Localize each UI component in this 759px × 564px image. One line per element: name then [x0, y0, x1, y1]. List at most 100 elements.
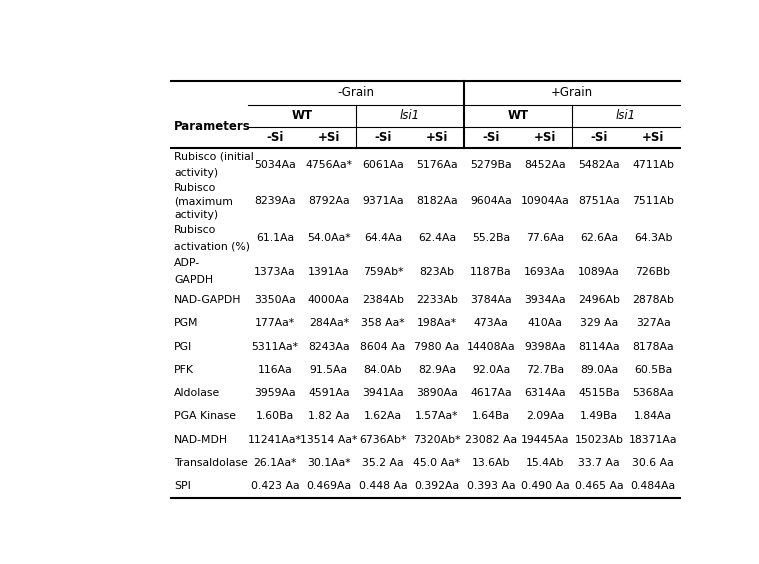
Text: NAD-MDH: NAD-MDH: [175, 434, 228, 444]
Text: +Si: +Si: [534, 131, 556, 144]
Text: 9371Aa: 9371Aa: [362, 196, 404, 206]
Text: PGA Kinase: PGA Kinase: [175, 411, 236, 421]
Text: 2.09Aa: 2.09Aa: [526, 411, 564, 421]
Text: 84.0Ab: 84.0Ab: [364, 365, 402, 375]
Text: 5368Aa: 5368Aa: [632, 388, 674, 398]
Text: 30.6 Aa: 30.6 Aa: [632, 458, 674, 468]
Text: WT: WT: [291, 109, 313, 122]
Text: -Si: -Si: [482, 131, 499, 144]
Text: PGI: PGI: [175, 342, 193, 351]
Text: 1391Aa: 1391Aa: [308, 267, 350, 277]
Text: 5279Ba: 5279Ba: [470, 160, 512, 170]
Text: 1.49Ba: 1.49Ba: [580, 411, 618, 421]
Text: 60.5Ba: 60.5Ba: [634, 365, 672, 375]
Text: 9398Aa: 9398Aa: [524, 342, 566, 351]
Text: +Grain: +Grain: [551, 86, 593, 99]
Text: 54.0Aa*: 54.0Aa*: [307, 233, 351, 243]
Text: 1.82 Aa: 1.82 Aa: [308, 411, 350, 421]
Text: 15023Ab: 15023Ab: [575, 434, 624, 444]
Text: PFK: PFK: [175, 365, 194, 375]
Text: Transaldolase: Transaldolase: [175, 458, 248, 468]
Text: 23082 Aa: 23082 Aa: [465, 434, 517, 444]
Text: 759Ab*: 759Ab*: [363, 267, 403, 277]
Text: 30.1Aa*: 30.1Aa*: [307, 458, 351, 468]
Text: NAD-GAPDH: NAD-GAPDH: [175, 295, 242, 305]
Text: 15.4Ab: 15.4Ab: [526, 458, 564, 468]
Text: 26.1Aa*: 26.1Aa*: [253, 458, 297, 468]
Text: 1.62Aa: 1.62Aa: [364, 411, 402, 421]
Text: PGM: PGM: [175, 319, 199, 328]
Text: 77.6Aa: 77.6Aa: [526, 233, 564, 243]
Text: 8792Aa: 8792Aa: [308, 196, 350, 206]
Text: activation (%): activation (%): [175, 241, 250, 252]
Text: 11241Aa*: 11241Aa*: [248, 434, 302, 444]
Text: 327Aa: 327Aa: [636, 319, 670, 328]
Text: 8114Aa: 8114Aa: [578, 342, 620, 351]
Text: 4711Ab: 4711Ab: [632, 160, 674, 170]
Text: 3959Aa: 3959Aa: [254, 388, 296, 398]
Text: 8604 Aa: 8604 Aa: [361, 342, 405, 351]
Text: +Si: +Si: [426, 131, 448, 144]
Text: 4591Aa: 4591Aa: [308, 388, 350, 398]
Text: 62.6Aa: 62.6Aa: [580, 233, 618, 243]
Text: -Si: -Si: [374, 131, 392, 144]
Text: 33.7 Aa: 33.7 Aa: [578, 458, 620, 468]
Text: 410Aa: 410Aa: [528, 319, 562, 328]
Text: 5311Aa*: 5311Aa*: [251, 342, 298, 351]
Text: 8452Aa: 8452Aa: [524, 160, 566, 170]
Text: 8751Aa: 8751Aa: [578, 196, 620, 206]
Text: 14408Aa: 14408Aa: [467, 342, 515, 351]
Text: -Si: -Si: [591, 131, 608, 144]
Text: 92.0Aa: 92.0Aa: [472, 365, 510, 375]
Text: 82.9Aa: 82.9Aa: [418, 365, 456, 375]
Text: 1.57Aa*: 1.57Aa*: [415, 411, 458, 421]
Text: 8178Aa: 8178Aa: [632, 342, 674, 351]
Text: 3890Aa: 3890Aa: [416, 388, 458, 398]
Text: 284Aa*: 284Aa*: [309, 319, 349, 328]
Text: 3350Aa: 3350Aa: [254, 295, 296, 305]
Text: 7980 Aa: 7980 Aa: [414, 342, 460, 351]
Text: 72.7Ba: 72.7Ba: [526, 365, 564, 375]
Text: 6061Aa: 6061Aa: [362, 160, 404, 170]
Text: Rubisco: Rubisco: [175, 183, 216, 193]
Text: 2233Ab: 2233Ab: [416, 295, 458, 305]
Text: 0.484Aa: 0.484Aa: [631, 481, 676, 491]
Text: Rubisco: Rubisco: [175, 224, 216, 235]
Text: 1.60Ba: 1.60Ba: [256, 411, 294, 421]
Text: 3784Aa: 3784Aa: [470, 295, 512, 305]
Text: 823Ab: 823Ab: [420, 267, 455, 277]
Text: 3941Aa: 3941Aa: [362, 388, 404, 398]
Text: -Si: -Si: [266, 131, 284, 144]
Text: 13514 Aa*: 13514 Aa*: [301, 434, 357, 444]
Text: 6314Aa: 6314Aa: [524, 388, 566, 398]
Text: 3934Aa: 3934Aa: [524, 295, 566, 305]
Text: 13.6Ab: 13.6Ab: [472, 458, 510, 468]
Text: activity): activity): [175, 210, 219, 220]
Text: ADP-: ADP-: [175, 258, 200, 268]
Text: lsi1: lsi1: [616, 109, 636, 122]
Text: 1.84Aa: 1.84Aa: [634, 411, 672, 421]
Text: activity): activity): [175, 168, 219, 178]
Text: 0.392Aa: 0.392Aa: [414, 481, 459, 491]
Text: 116Aa: 116Aa: [257, 365, 292, 375]
Text: 8239Aa: 8239Aa: [254, 196, 296, 206]
Text: 0.469Aa: 0.469Aa: [307, 481, 351, 491]
Text: 8182Aa: 8182Aa: [416, 196, 458, 206]
Text: 7320Ab*: 7320Ab*: [413, 434, 461, 444]
Text: 473Aa: 473Aa: [474, 319, 509, 328]
Text: 4617Aa: 4617Aa: [470, 388, 512, 398]
Text: 358 Aa*: 358 Aa*: [361, 319, 405, 328]
Text: 7511Ab: 7511Ab: [632, 196, 674, 206]
Text: 177Aa*: 177Aa*: [255, 319, 295, 328]
Text: 61.1Aa: 61.1Aa: [256, 233, 294, 243]
Text: 18371Aa: 18371Aa: [629, 434, 677, 444]
Text: Rubisco (initial: Rubisco (initial: [175, 151, 254, 161]
Text: 8243Aa: 8243Aa: [308, 342, 350, 351]
Text: 0.490 Aa: 0.490 Aa: [521, 481, 569, 491]
Text: 2384Ab: 2384Ab: [362, 295, 404, 305]
Text: 55.2Ba: 55.2Ba: [472, 233, 510, 243]
Text: 91.5Aa: 91.5Aa: [310, 365, 348, 375]
Text: 0.423 Aa: 0.423 Aa: [250, 481, 299, 491]
Text: 35.2 Aa: 35.2 Aa: [362, 458, 404, 468]
Text: 329 Aa: 329 Aa: [580, 319, 619, 328]
